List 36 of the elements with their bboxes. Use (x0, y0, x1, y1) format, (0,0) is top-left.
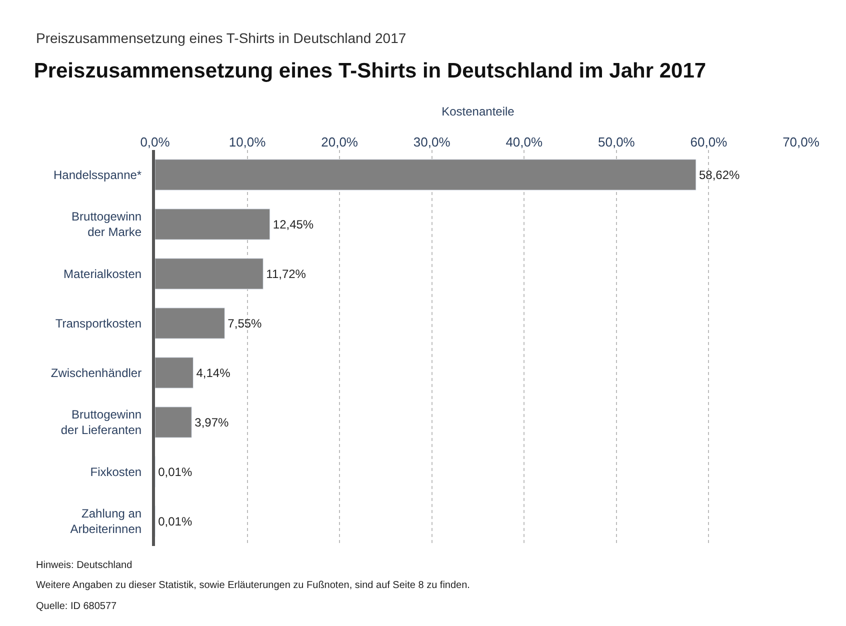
chart-title: Preiszusammensetzung eines T-Shirts in Deutschland im Jahr 2017 (34, 59, 706, 82)
text: Weitere Angaben zu dieser Statistik, sowie Erläuterungen zu Fußnoten, sind auf Seite 8 zu finden. (36, 580, 470, 591)
y-tick-label: Materialkosten (64, 266, 142, 281)
data-label: 12,45% (272, 217, 314, 232)
x-tick-label: 30,0% (413, 134, 451, 150)
chart-subtitle: Preiszusammensetzung eines T-Shirts in Deutschland 2017 (36, 30, 406, 46)
x-tick-label: 40,0% (506, 134, 544, 150)
y-tick-label: Zwischenhändler (50, 366, 142, 380)
y-tick-label: Transportkosten (55, 316, 142, 330)
y-tick-label: Bruttogewinn der Lieferanten (60, 408, 142, 438)
x-tick-label: 50,0% (598, 134, 636, 150)
data-label: 58,62% (698, 168, 740, 182)
y-tick-label: Bruttogewinn der Marke (72, 210, 142, 240)
x-tick-label: 10,0% (228, 134, 266, 150)
bar (155, 308, 225, 339)
y-tick-label: Fixkosten (90, 464, 142, 479)
x-axis-title: Kostenanteile (442, 104, 515, 119)
bar (155, 208, 270, 240)
data-label: 0,01% (158, 464, 192, 479)
source-note: Quelle: ID 680577 (36, 601, 118, 612)
x-tick-label: 60,0% (690, 134, 728, 150)
bar (155, 159, 696, 190)
y-tick-label: Zahlung an Arbeiterinnen (70, 506, 142, 536)
x-tick-label: 0,0% (140, 134, 170, 150)
text: Hinweis: Deutschland (36, 560, 132, 571)
x-tick-label: 70,0% (782, 134, 820, 150)
bar (155, 258, 264, 290)
data-label: 3,97% (194, 415, 229, 430)
x-tick-label: 20,0% (321, 134, 358, 150)
data-label: 11,72% (266, 266, 306, 281)
data-label: 4,14% (196, 366, 231, 380)
bar (155, 406, 192, 438)
bar (155, 357, 194, 388)
y-tick-label: Handelsspanne* (54, 168, 142, 182)
data-label: 7,55% (228, 316, 262, 330)
data-label: 0,01% (158, 514, 192, 528)
